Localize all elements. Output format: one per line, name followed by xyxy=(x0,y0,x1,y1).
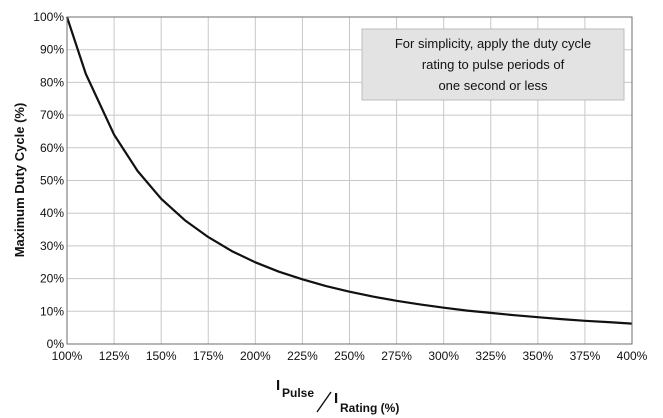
y-tick-label: 60% xyxy=(40,141,64,155)
y-tick-label: 20% xyxy=(40,272,64,286)
x-tick-label: 225% xyxy=(287,349,318,363)
y-axis-ticks: 0% 10% 20% 30% 40% 50% 60% 70% 80% 90% 100% xyxy=(33,10,64,351)
x-tick-label: 150% xyxy=(146,349,177,363)
y-tick-label: 40% xyxy=(40,206,64,220)
y-tick-label: 0% xyxy=(47,337,65,351)
annotation: For simplicity, apply the duty cycle rat… xyxy=(361,28,625,101)
series-layer xyxy=(65,16,633,325)
x-tick-label: 375% xyxy=(570,349,601,363)
y-axis-label: Maximum Duty Cycle (%) xyxy=(12,103,27,258)
y-tick-label: 80% xyxy=(40,75,64,89)
y-tick-label: 10% xyxy=(40,304,64,318)
annotation-line-3: one second or less xyxy=(438,78,548,93)
x-label-numerator-sub: Pulse xyxy=(282,386,314,400)
x-axis-ticks: 100% 125% 150% 175% 200% 225% 250% 275% 300% 325%… xyxy=(52,349,648,363)
x-label-slash xyxy=(316,391,332,413)
x-label-denominator-sub: Rating (%) xyxy=(340,401,399,415)
x-tick-label: 200% xyxy=(240,349,271,363)
x-tick-label: 300% xyxy=(428,349,459,363)
annotation-box xyxy=(361,28,625,101)
x-tick-label: 275% xyxy=(381,349,412,363)
x-tick-label: 250% xyxy=(334,349,365,363)
x-tick-label: 125% xyxy=(99,349,130,363)
x-label-denominator: I xyxy=(334,390,338,407)
x-axis-label: I Pulse I Rating (%) xyxy=(276,377,399,415)
y-tick-label: 50% xyxy=(40,174,64,188)
annotation-line-2: rating to pulse periods of xyxy=(422,57,565,72)
x-tick-label: 175% xyxy=(193,349,224,363)
x-tick-label: 400% xyxy=(617,349,648,363)
y-tick-label: 70% xyxy=(40,108,64,122)
plot-border xyxy=(66,16,633,345)
x-label-numerator: I xyxy=(276,377,280,394)
y-tick-label: 100% xyxy=(33,10,64,24)
x-tick-label: 100% xyxy=(52,349,83,363)
annotation-line-1: For simplicity, apply the duty cycle xyxy=(395,36,591,51)
y-tick-label: 90% xyxy=(40,43,64,57)
duty-cycle-curve xyxy=(65,16,633,325)
x-tick-label: 325% xyxy=(475,349,506,363)
y-tick-label: 30% xyxy=(40,239,64,253)
x-tick-label: 350% xyxy=(522,349,553,363)
